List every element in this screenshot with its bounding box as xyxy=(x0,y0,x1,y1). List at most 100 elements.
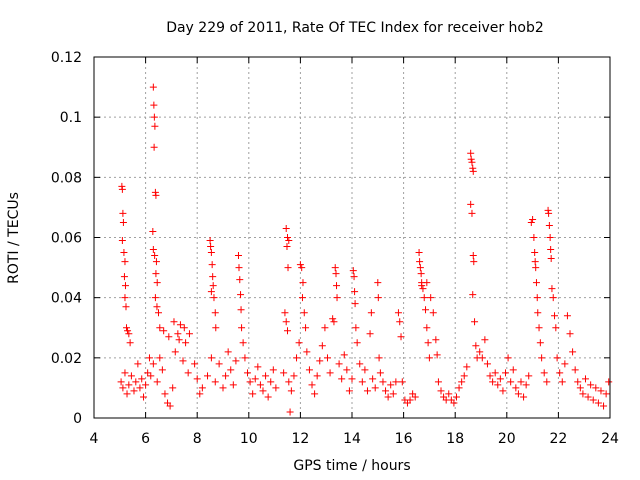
data-point xyxy=(215,360,223,368)
data-point xyxy=(374,294,382,302)
y-tick-label: 0.1 xyxy=(60,110,82,126)
data-point xyxy=(158,366,166,374)
data-point xyxy=(512,384,520,392)
data-point xyxy=(536,339,544,347)
x-axis-label: GPS time / hours xyxy=(293,458,410,474)
data-point xyxy=(254,363,262,371)
data-point xyxy=(174,330,182,338)
data-point xyxy=(142,381,150,389)
data-point xyxy=(311,390,319,398)
data-point xyxy=(597,387,605,395)
data-point xyxy=(219,384,227,392)
data-point xyxy=(211,378,219,386)
x-tick-label: 6 xyxy=(141,431,150,447)
data-point xyxy=(295,339,303,347)
data-point xyxy=(392,378,400,386)
data-point xyxy=(340,351,348,359)
data-point xyxy=(470,258,478,266)
data-point xyxy=(224,348,232,356)
data-point xyxy=(417,270,425,278)
data-point xyxy=(212,324,220,332)
data-point xyxy=(125,330,133,338)
data-point xyxy=(507,378,515,386)
data-point xyxy=(286,408,294,416)
data-point xyxy=(323,354,331,362)
data-point xyxy=(198,384,206,392)
data-point xyxy=(469,167,477,175)
x-tick-label: 24 xyxy=(601,431,619,447)
data-point xyxy=(140,393,148,401)
data-point xyxy=(429,309,437,317)
data-point xyxy=(338,375,346,383)
data-point xyxy=(204,372,212,380)
data-point xyxy=(396,318,404,326)
data-point xyxy=(161,390,169,398)
data-point xyxy=(394,309,402,317)
data-point xyxy=(237,291,245,299)
data-point xyxy=(531,249,539,257)
data-point xyxy=(379,378,387,386)
data-point xyxy=(235,264,243,272)
data-point xyxy=(165,333,173,341)
data-point xyxy=(313,372,321,380)
data-point xyxy=(134,360,142,368)
data-point xyxy=(363,387,371,395)
data-point xyxy=(302,324,310,332)
data-point xyxy=(540,369,548,377)
data-point xyxy=(545,221,553,229)
data-point xyxy=(335,360,343,368)
data-point xyxy=(584,393,592,401)
data-point xyxy=(494,381,502,389)
data-point xyxy=(285,378,293,386)
data-point xyxy=(170,318,178,326)
data-point xyxy=(121,369,129,377)
data-point xyxy=(281,309,289,317)
data-point xyxy=(256,381,264,389)
data-point xyxy=(176,321,184,329)
data-point xyxy=(549,294,557,302)
data-point xyxy=(424,339,432,347)
data-point xyxy=(285,237,293,245)
data-point xyxy=(179,357,187,365)
data-point xyxy=(569,348,577,356)
data-point xyxy=(305,366,313,374)
data-point xyxy=(517,378,525,386)
data-point xyxy=(156,354,164,362)
data-point xyxy=(151,188,159,196)
data-point xyxy=(282,224,290,232)
data-point xyxy=(259,387,267,395)
data-point xyxy=(496,375,504,383)
data-point xyxy=(130,387,138,395)
data-point xyxy=(472,342,480,350)
data-point xyxy=(298,294,306,302)
data-point xyxy=(522,381,530,389)
data-point xyxy=(376,369,384,377)
data-point xyxy=(423,324,431,332)
data-point xyxy=(160,327,168,335)
x-tick-label: 10 xyxy=(240,431,258,447)
data-point xyxy=(207,249,215,257)
data-point xyxy=(460,372,468,380)
data-point xyxy=(149,246,157,254)
x-tick-label: 8 xyxy=(193,431,202,447)
data-point xyxy=(546,234,554,241)
data-point xyxy=(262,372,270,380)
data-point xyxy=(287,387,295,395)
y-tick-label: 0.04 xyxy=(51,291,82,307)
data-point xyxy=(124,327,132,335)
data-point xyxy=(552,324,560,332)
data-point xyxy=(533,294,541,302)
data-point xyxy=(150,143,158,151)
data-point xyxy=(118,237,126,245)
data-point xyxy=(153,378,161,386)
data-point xyxy=(296,261,304,269)
data-point xyxy=(237,306,245,314)
data-point xyxy=(514,390,522,398)
data-point xyxy=(156,324,164,332)
data-point xyxy=(149,83,157,91)
data-point xyxy=(151,122,159,130)
x-tick-label: 18 xyxy=(446,431,464,447)
data-point xyxy=(478,354,486,362)
data-point xyxy=(481,336,489,344)
